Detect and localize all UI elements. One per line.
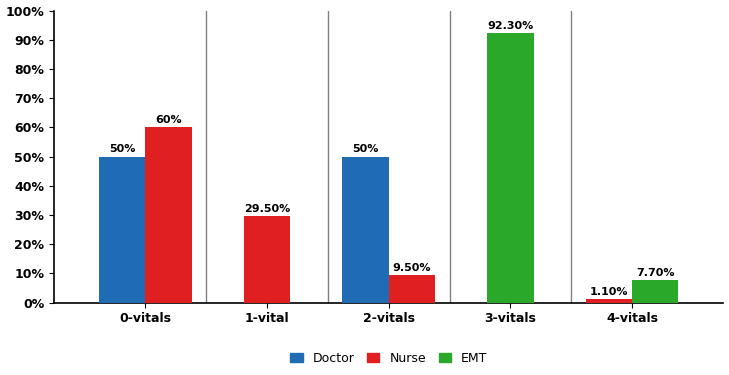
Bar [145, 128, 192, 303]
Bar [343, 157, 389, 303]
Bar [487, 33, 534, 303]
Text: 1.10%: 1.10% [590, 287, 628, 297]
Bar [389, 275, 435, 303]
Legend: Doctor, Nurse, EMT: Doctor, Nurse, EMT [285, 347, 492, 370]
Bar [586, 300, 632, 303]
Bar [632, 280, 679, 303]
Text: 9.50%: 9.50% [393, 262, 431, 273]
Text: 50%: 50% [352, 144, 379, 154]
Bar [244, 216, 290, 303]
Text: 29.50%: 29.50% [244, 204, 290, 214]
Text: 92.30%: 92.30% [487, 21, 534, 31]
Text: 7.70%: 7.70% [636, 268, 674, 278]
Text: 60%: 60% [155, 115, 182, 125]
Text: 50%: 50% [109, 144, 136, 154]
Bar [99, 157, 145, 303]
